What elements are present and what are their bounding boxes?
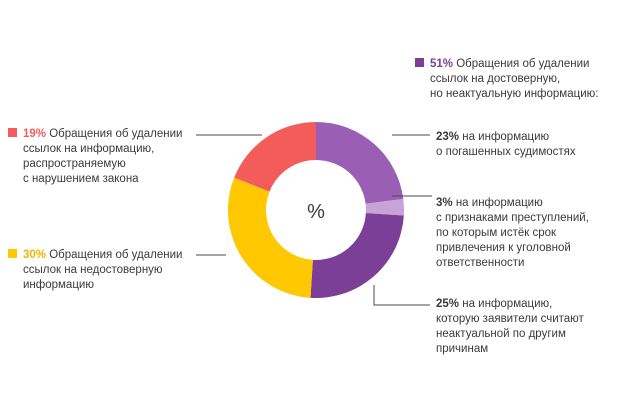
text-sub3-1: на информацию, xyxy=(462,298,553,310)
text-red-1: Обращения об удалении xyxy=(49,128,183,140)
pct-red: 19% xyxy=(23,128,47,140)
pct-purple: 51% xyxy=(430,58,454,70)
text-sub2-4: привлечения к уголовной xyxy=(436,242,571,254)
pct-yellow: 30% xyxy=(23,249,47,261)
legend-square-red xyxy=(8,128,17,137)
center-label: % xyxy=(307,201,325,223)
text-yellow-2: ссылок на недостоверную xyxy=(23,264,163,276)
text-sub3-2: которую заявители считают xyxy=(436,313,584,325)
text-sub2-1: на информацию xyxy=(455,197,543,209)
slice-sub3 xyxy=(310,213,404,298)
text-yellow-1: Обращения об удалении xyxy=(49,249,183,261)
text-sub2-2: с признаками преступлений, xyxy=(436,212,589,224)
slice-sub1 xyxy=(316,122,404,204)
text-purple-3: но неактуальную информацию: xyxy=(430,88,599,100)
text-red-4: с нарушением закона xyxy=(23,173,139,185)
text-sub2-5: ответственности xyxy=(436,257,525,269)
text-purple-2: ссылок на достоверную, xyxy=(430,73,561,85)
label-sub1: 23% на информацию о погашенных судимостя… xyxy=(436,130,616,160)
text-sub3-4: причинам xyxy=(436,343,489,355)
legend-square-yellow xyxy=(8,249,17,258)
leader-line-sub3 xyxy=(373,285,430,306)
label-purple-group: 51% Обращения об удалении ссылок на дост… xyxy=(415,57,615,102)
label-sub3: 25% на информацию, которую заявители счи… xyxy=(436,297,616,357)
label-yellow: 30% Обращения об удалении ссылок на недо… xyxy=(8,248,198,293)
text-red-3: распространяемую xyxy=(23,158,126,170)
text-purple-1: Обращения об удалении xyxy=(456,58,590,70)
text-sub1-1: на информацию xyxy=(462,131,550,143)
text-sub1-2: о погашенных судимостях xyxy=(436,146,576,158)
text-red-2: ссылок на информацию, xyxy=(23,143,155,155)
slice-yellow xyxy=(228,177,313,298)
label-red: 19% Обращения об удалении ссылок на инфо… xyxy=(8,127,198,187)
slice-sub2 xyxy=(365,198,404,216)
text-sub2-3: по которым истёк срок xyxy=(436,227,557,239)
text-sub3-3: неактуальной по другим xyxy=(436,328,566,340)
pct-sub1: 23% xyxy=(436,131,460,143)
slice-red xyxy=(234,122,316,192)
legend-square-purple xyxy=(415,58,424,67)
pct-sub2: 3% xyxy=(436,197,453,209)
label-sub2: 3% на информацию с признаками преступлен… xyxy=(436,196,616,271)
pct-sub3: 25% xyxy=(436,298,460,310)
text-yellow-3: информацию xyxy=(23,279,94,291)
